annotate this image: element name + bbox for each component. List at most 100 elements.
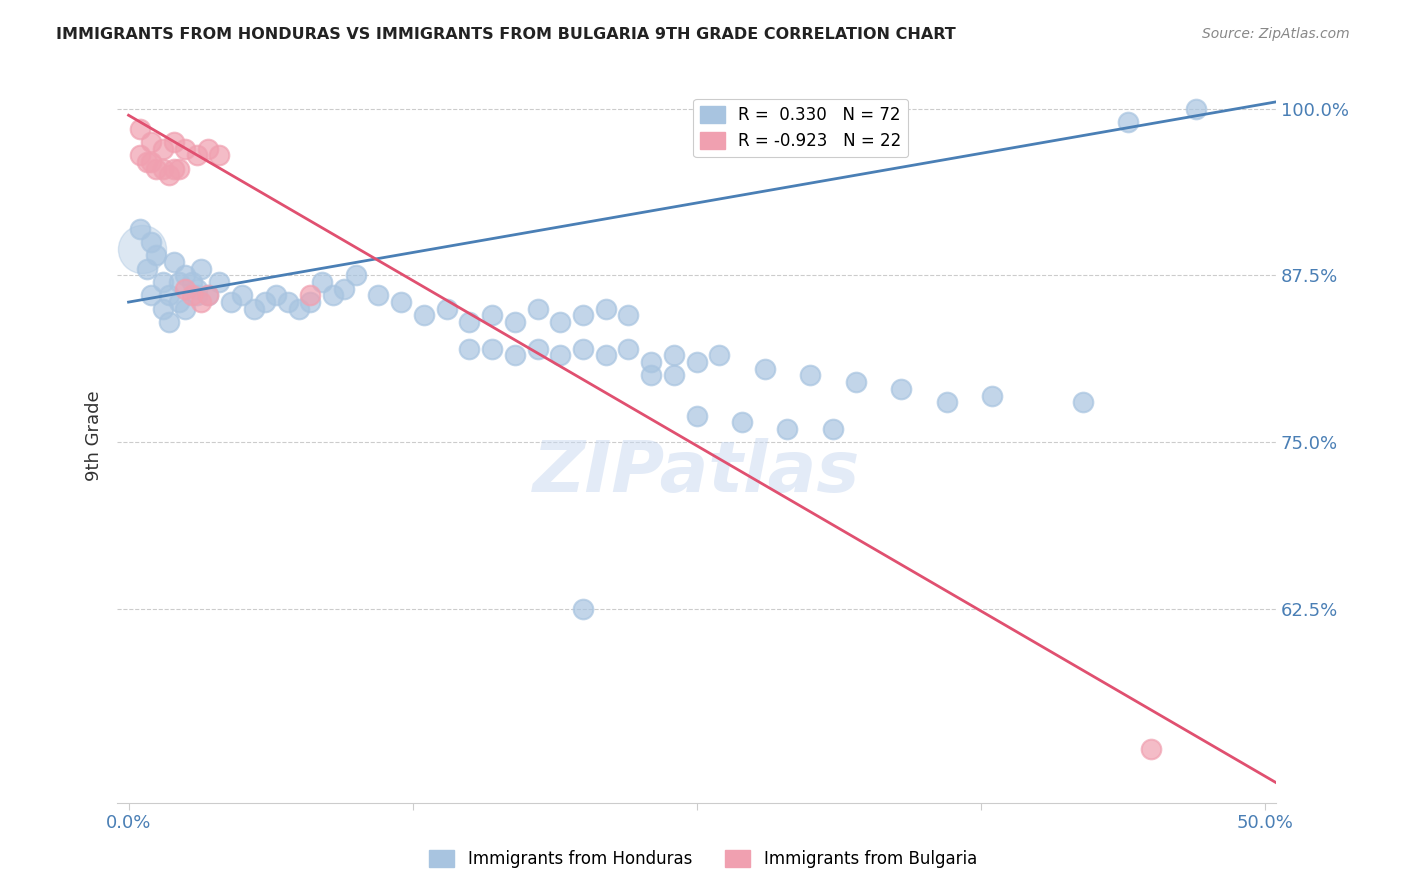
Point	[174, 282, 197, 296]
Point	[311, 275, 333, 289]
Point	[572, 342, 595, 356]
Point	[436, 301, 458, 316]
Point	[190, 261, 212, 276]
Point	[152, 142, 174, 156]
Point	[253, 295, 276, 310]
Point	[890, 382, 912, 396]
Point	[572, 309, 595, 323]
Point	[141, 135, 163, 149]
Point	[299, 295, 322, 310]
Point	[163, 255, 186, 269]
Point	[141, 288, 163, 302]
Point	[731, 415, 754, 429]
Point	[129, 221, 152, 235]
Point	[458, 342, 481, 356]
Point	[264, 288, 287, 302]
Point	[159, 315, 181, 329]
Point	[159, 288, 181, 302]
Point	[367, 288, 389, 302]
Point	[481, 342, 503, 356]
Point	[186, 148, 208, 162]
Point	[595, 349, 617, 363]
Point	[548, 315, 571, 329]
Point	[662, 349, 685, 363]
Point	[129, 121, 152, 136]
Point	[208, 275, 231, 289]
Point	[190, 295, 212, 310]
Point	[389, 295, 412, 310]
Point	[288, 301, 311, 316]
Text: ZIPatlas: ZIPatlas	[533, 438, 860, 507]
Point	[141, 235, 163, 249]
Point	[481, 309, 503, 323]
Point	[709, 349, 731, 363]
Point	[640, 355, 662, 369]
Point	[776, 422, 799, 436]
Point	[1185, 102, 1208, 116]
Point	[413, 309, 436, 323]
Point	[135, 261, 157, 276]
Legend: Immigrants from Honduras, Immigrants from Bulgaria: Immigrants from Honduras, Immigrants fro…	[423, 843, 983, 875]
Point	[1140, 742, 1163, 756]
Text: IMMIGRANTS FROM HONDURAS VS IMMIGRANTS FROM BULGARIA 9TH GRADE CORRELATION CHART: IMMIGRANTS FROM HONDURAS VS IMMIGRANTS F…	[56, 27, 956, 42]
Point	[181, 288, 204, 302]
Point	[219, 295, 242, 310]
Point	[167, 295, 190, 310]
Point	[595, 301, 617, 316]
Point	[231, 288, 253, 302]
Legend: R =  0.330   N = 72, R = -0.923   N = 22: R = 0.330 N = 72, R = -0.923 N = 22	[693, 99, 908, 157]
Point	[186, 288, 208, 302]
Point	[145, 248, 167, 262]
Y-axis label: 9th Grade: 9th Grade	[86, 390, 103, 481]
Point	[181, 275, 204, 289]
Point	[174, 301, 197, 316]
Point	[186, 282, 208, 296]
Point	[197, 288, 219, 302]
Point	[197, 142, 219, 156]
Point	[145, 161, 167, 176]
Point	[981, 388, 1004, 402]
Point	[845, 375, 868, 389]
Point	[333, 282, 356, 296]
Point	[526, 301, 548, 316]
Point	[242, 301, 264, 316]
Point	[167, 161, 190, 176]
Point	[754, 361, 776, 376]
Point	[1116, 115, 1139, 129]
Point	[662, 368, 685, 383]
Point	[572, 602, 595, 616]
Point	[163, 161, 186, 176]
Point	[799, 368, 821, 383]
Point	[135, 155, 157, 169]
Point	[174, 142, 197, 156]
Point	[129, 148, 152, 162]
Point	[617, 342, 640, 356]
Point	[152, 161, 174, 176]
Point	[344, 268, 367, 283]
Point	[685, 355, 707, 369]
Point	[526, 342, 548, 356]
Point	[197, 288, 219, 302]
Point	[322, 288, 344, 302]
Point	[152, 275, 174, 289]
Point	[458, 315, 481, 329]
Point	[141, 155, 163, 169]
Point	[299, 288, 322, 302]
Point	[503, 315, 526, 329]
Text: Source: ZipAtlas.com: Source: ZipAtlas.com	[1202, 27, 1350, 41]
Point	[163, 135, 186, 149]
Point	[935, 395, 957, 409]
Point	[167, 275, 190, 289]
Point	[685, 409, 707, 423]
Point	[277, 295, 299, 310]
Point	[208, 148, 231, 162]
Point	[640, 368, 662, 383]
Point	[548, 349, 571, 363]
Point	[152, 301, 174, 316]
Point	[174, 268, 197, 283]
Point	[1071, 395, 1094, 409]
Point	[131, 242, 153, 256]
Point	[503, 349, 526, 363]
Point	[617, 309, 640, 323]
Point	[159, 169, 181, 183]
